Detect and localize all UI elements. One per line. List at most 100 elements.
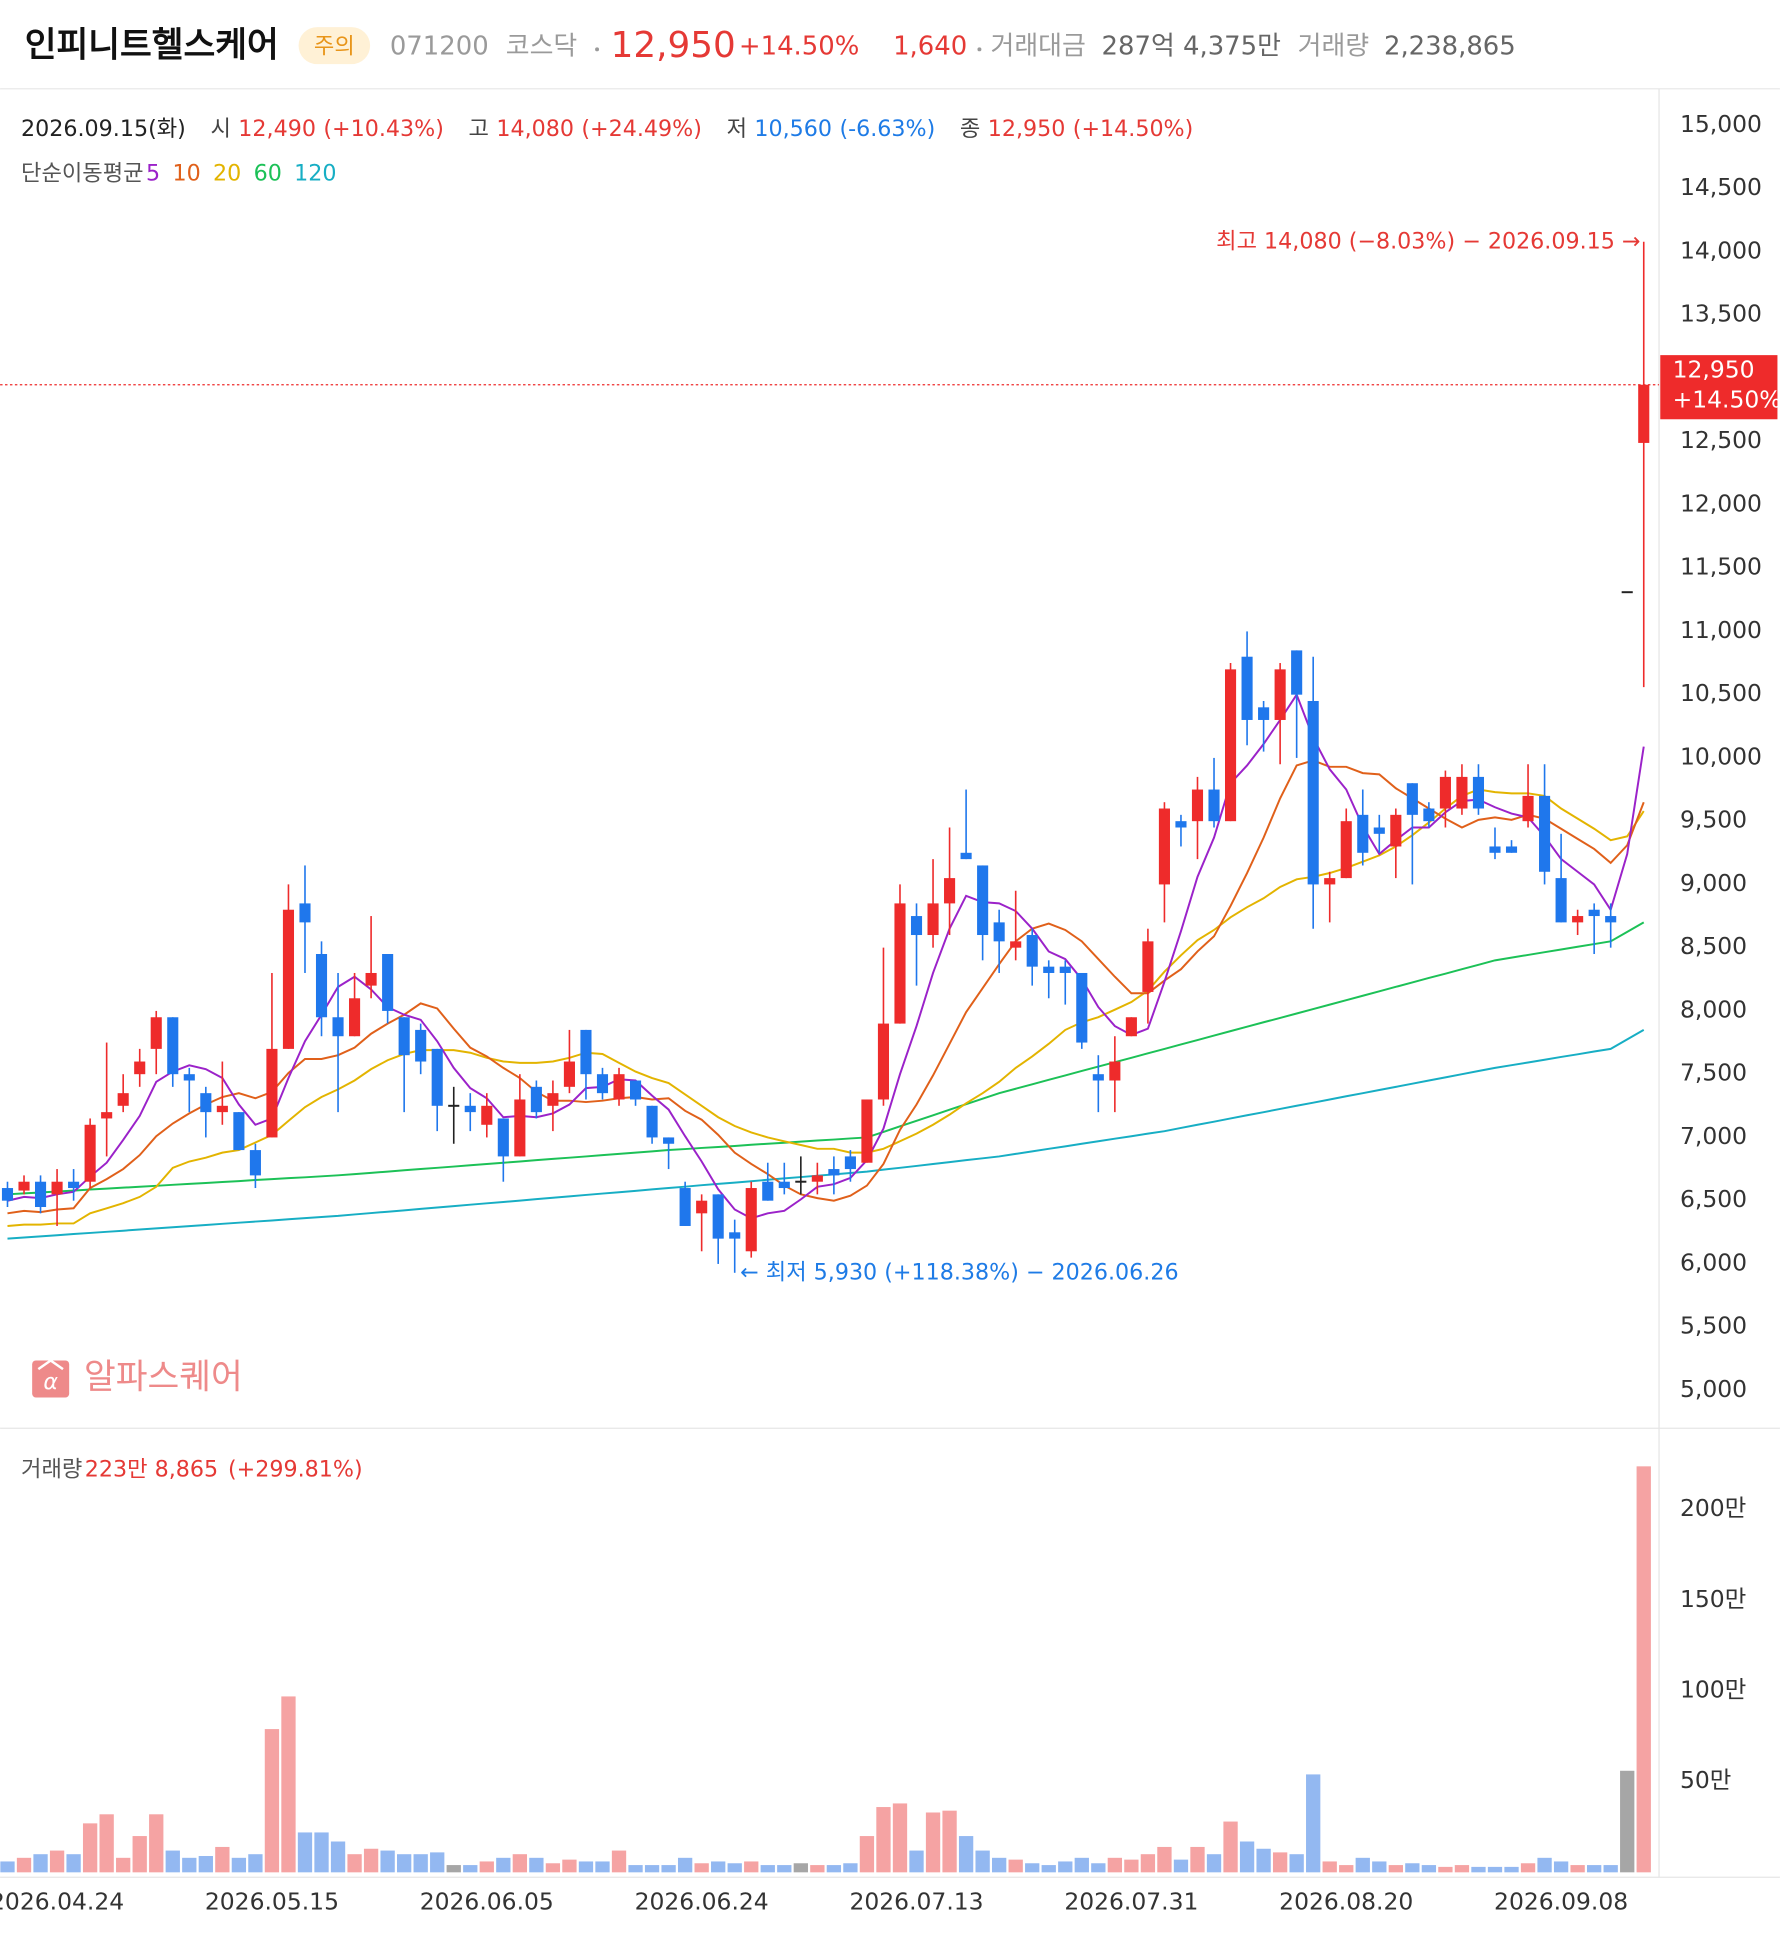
y-tick-label: 8,000 xyxy=(1680,995,1747,1023)
volume-bar xyxy=(132,1836,147,1873)
volume-bar xyxy=(1636,1466,1651,1873)
stock-code: 071200 xyxy=(390,31,489,61)
price-annotation: 최고 14,080 (−8.03%) − 2026.09.15 → xyxy=(1216,228,1640,254)
volume-bar xyxy=(1438,1866,1453,1873)
candle-body xyxy=(266,1048,278,1138)
volume-bar xyxy=(363,1848,379,1873)
watermark-icon-alpha: α xyxy=(43,1369,58,1395)
volume-bar xyxy=(1223,1821,1238,1873)
volume-bar xyxy=(1322,1861,1337,1873)
volume-value-label: 223만 8,865 xyxy=(85,1457,218,1483)
volume-bar xyxy=(1537,1857,1552,1873)
volume-bar xyxy=(1074,1857,1089,1873)
candle-body xyxy=(1208,789,1220,822)
candle-body xyxy=(349,998,361,1037)
candle-body xyxy=(1423,808,1435,822)
volume-bar xyxy=(694,1863,709,1873)
market: 코스닥 xyxy=(506,31,577,61)
y-tick-label: 6,500 xyxy=(1680,1185,1747,1213)
volume-bar xyxy=(463,1865,478,1873)
volume-bar xyxy=(1339,1865,1354,1873)
volume-bar xyxy=(231,1857,247,1873)
candle-body xyxy=(1010,941,1022,948)
candle-body xyxy=(282,909,295,1049)
candle-body xyxy=(1406,783,1418,815)
candle-body xyxy=(1307,700,1319,885)
separator xyxy=(595,47,600,52)
candle-body xyxy=(795,1180,807,1183)
candle-body xyxy=(1390,814,1402,847)
candle-body xyxy=(1258,707,1270,720)
change: 1,640 xyxy=(893,31,967,61)
candle-body xyxy=(1076,972,1088,1043)
candle-body xyxy=(613,1074,625,1100)
volume-bar xyxy=(512,1854,528,1873)
volume-bar xyxy=(116,1857,131,1873)
amount-label: 거래대금 xyxy=(991,31,1086,61)
volume-bar xyxy=(644,1865,660,1873)
volume-bar xyxy=(314,1832,329,1873)
volume-bar xyxy=(1025,1863,1040,1873)
volume-bar xyxy=(760,1865,775,1873)
candle-body xyxy=(497,1118,509,1157)
x-tick-label: 2026.05.15 xyxy=(205,1888,339,1916)
volume-bar xyxy=(496,1857,511,1873)
candle-body xyxy=(894,903,906,1024)
volume-bar xyxy=(1553,1861,1569,1873)
candle-body xyxy=(448,1104,460,1107)
info-label: 종 xyxy=(960,116,980,142)
candle-body xyxy=(861,1099,873,1163)
candle-body xyxy=(1324,878,1336,885)
y-tick-label: 13,500 xyxy=(1680,300,1762,328)
moving-average-line xyxy=(7,788,1645,1228)
volume-bar xyxy=(430,1852,445,1873)
watermark: 알파스퀘어 xyxy=(84,1357,243,1397)
volume-change: (+299.81%) xyxy=(228,1457,363,1483)
y-tick-label: 12,500 xyxy=(1680,426,1762,454)
volume-bar xyxy=(1140,1854,1156,1873)
volume-bar xyxy=(1289,1854,1304,1873)
candle-body xyxy=(1472,776,1485,809)
volume-bar xyxy=(182,1857,197,1873)
x-tick-label: 2026.06.24 xyxy=(635,1888,769,1916)
ma-legend-item: 120 xyxy=(294,160,336,186)
volume-bar xyxy=(149,1814,164,1873)
volume-bar xyxy=(1173,1859,1189,1873)
info-change: (+10.43%) xyxy=(323,116,444,142)
candle-body xyxy=(514,1099,526,1157)
volume-bar xyxy=(1487,1866,1503,1873)
candle-body xyxy=(844,1156,856,1170)
info-value: 12,490 xyxy=(238,116,316,142)
candle-body xyxy=(315,954,328,1018)
candle-body xyxy=(200,1093,212,1113)
volume-bar xyxy=(347,1854,362,1873)
volume-bar xyxy=(859,1836,875,1873)
candle-body xyxy=(547,1093,559,1106)
volume-bar xyxy=(380,1850,395,1873)
candle-body xyxy=(828,1169,840,1176)
candle-body xyxy=(431,1048,443,1106)
volume-bar xyxy=(1107,1857,1123,1873)
candle-body xyxy=(481,1105,493,1125)
candle-body xyxy=(1241,656,1253,720)
candle-body xyxy=(1125,1017,1137,1037)
volume-bar xyxy=(215,1846,230,1873)
candle-body xyxy=(729,1232,741,1239)
volume-bar xyxy=(1272,1852,1288,1873)
x-tick-label: 2026.07.13 xyxy=(849,1888,983,1916)
candle-body xyxy=(1291,650,1303,695)
info-value: 12,950 xyxy=(988,116,1066,142)
candle-body xyxy=(1274,669,1286,720)
candle-body xyxy=(910,916,923,936)
y-tick-label: 12,000 xyxy=(1680,489,1762,517)
candle-body xyxy=(299,903,311,923)
candle-body xyxy=(1043,966,1055,973)
last-price-label: 12,950 xyxy=(1673,356,1755,384)
candle-body xyxy=(34,1181,47,1208)
candle-body xyxy=(1638,384,1650,443)
volume-bar xyxy=(1124,1859,1139,1873)
volume-bar xyxy=(1206,1854,1222,1873)
candle-body xyxy=(977,865,989,936)
candle-body xyxy=(1191,789,1204,822)
volume-bar xyxy=(1454,1865,1470,1873)
